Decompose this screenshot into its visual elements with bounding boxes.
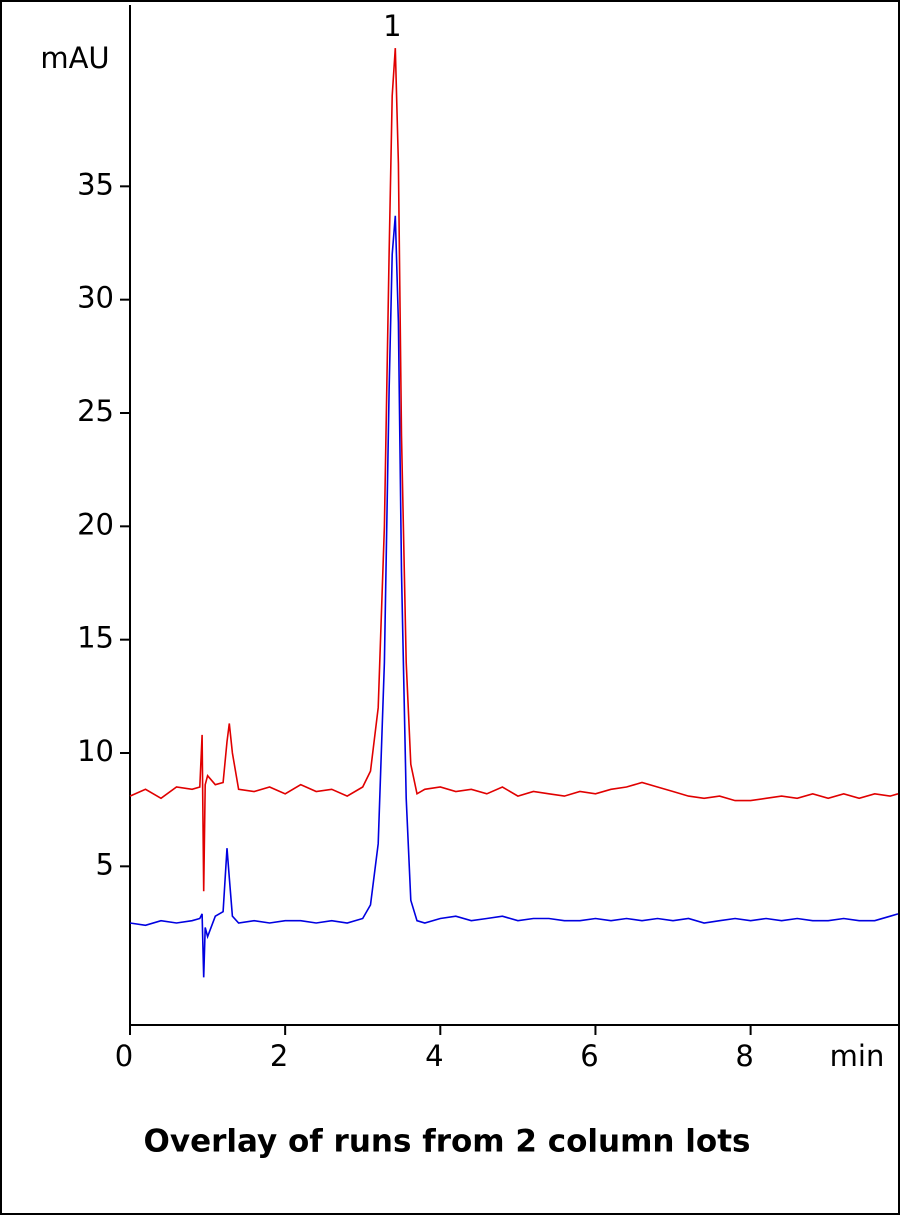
x-tick-label: 4 [425, 1039, 443, 1073]
y-tick-label: 20 [77, 507, 114, 541]
y-axis-label: mAU [40, 41, 109, 75]
chart-title: Overlay of runs from 2 column lots [144, 1124, 751, 1160]
trace [129, 215, 899, 978]
peak-label: 1 [383, 9, 401, 43]
x-tick-label: 6 [580, 1039, 598, 1073]
y-tick-label: 30 [77, 281, 114, 315]
x-tick-label: 2 [270, 1039, 288, 1073]
trace [129, 48, 899, 892]
x-tick-label: 8 [735, 1039, 753, 1073]
x-axis-label: min [830, 1039, 885, 1073]
y-tick-label: 25 [77, 394, 114, 428]
y-tick-label: 35 [77, 167, 114, 201]
x-tick-label: 0 [115, 1039, 133, 1073]
y-tick-label: 15 [77, 621, 114, 655]
y-tick-label: 5 [96, 847, 114, 881]
y-tick-label: 10 [77, 734, 114, 768]
